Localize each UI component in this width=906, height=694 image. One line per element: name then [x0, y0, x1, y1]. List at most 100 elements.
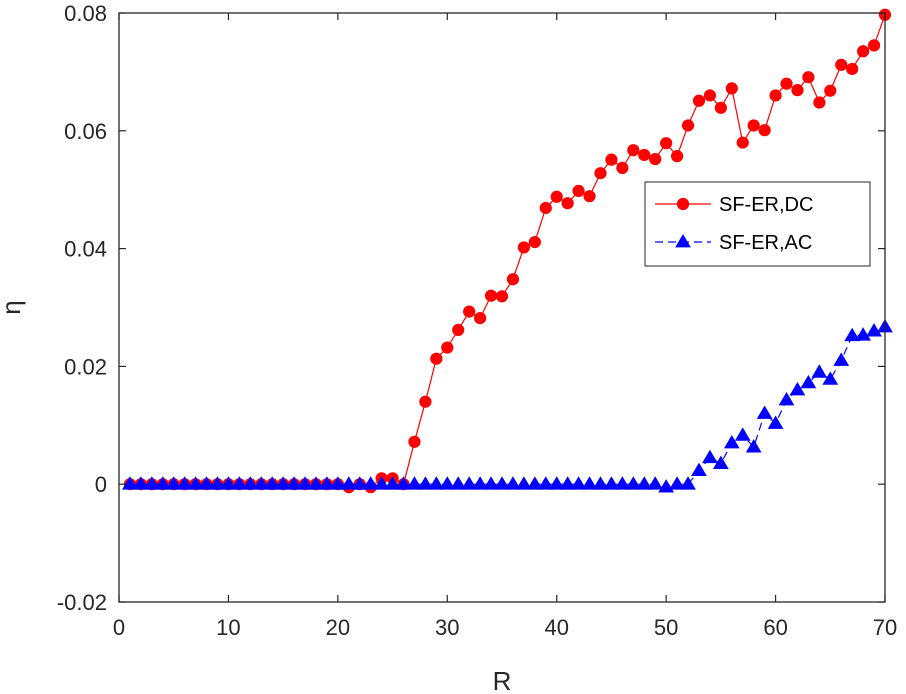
- data-point: [780, 77, 793, 90]
- data-point: [450, 476, 467, 490]
- data-point: [691, 462, 707, 477]
- data-point: [472, 476, 488, 490]
- legend-item: SF-ER,AC: [655, 232, 812, 254]
- y-axis-title: η: [0, 300, 26, 314]
- data-point: [526, 476, 543, 490]
- data-point: [681, 119, 695, 132]
- data-point: [463, 305, 476, 318]
- data-point: [636, 476, 653, 490]
- y-tick-label: 0: [95, 472, 107, 497]
- data-point: [176, 476, 193, 490]
- y-tick-label: 0.08: [64, 1, 107, 26]
- data-point: [627, 144, 640, 157]
- data-point: [594, 167, 607, 180]
- data-point: [614, 476, 631, 490]
- data-point: [725, 82, 738, 95]
- data-point: [658, 479, 675, 493]
- data-point: [209, 476, 226, 490]
- data-point: [143, 476, 160, 490]
- data-point: [625, 476, 642, 490]
- data-point: [351, 476, 368, 490]
- data-point: [506, 273, 520, 286]
- data-point: [692, 94, 706, 107]
- data-point: [483, 476, 499, 490]
- data-point: [373, 476, 390, 490]
- data-point: [441, 341, 454, 354]
- data-point: [867, 39, 881, 52]
- data-point: [822, 371, 839, 385]
- legend: SF-ER,DC SF-ER,AC: [644, 181, 871, 267]
- data-point: [660, 137, 673, 150]
- data-point: [319, 476, 335, 490]
- data-point: [384, 476, 401, 490]
- data-point: [747, 119, 760, 132]
- data-point: [494, 476, 510, 490]
- data-point: [813, 96, 826, 109]
- data-point: [419, 395, 432, 408]
- x-tick-label: 50: [654, 615, 678, 640]
- data-point: [537, 476, 554, 490]
- data-point: [789, 381, 806, 396]
- data-point: [649, 152, 662, 166]
- y-tick-label: 0.06: [64, 119, 107, 144]
- data-point: [428, 476, 445, 490]
- data-point: [417, 476, 434, 490]
- data-point: [703, 89, 717, 102]
- legend-marker: [676, 197, 690, 211]
- data-point: [198, 476, 215, 490]
- data-point: [264, 476, 281, 490]
- data-point: [495, 290, 509, 303]
- data-point: [505, 476, 521, 490]
- data-point: [395, 476, 412, 490]
- x-axis-title: R: [493, 666, 512, 694]
- data-point: [231, 476, 248, 490]
- data-point: [778, 391, 795, 406]
- data-point: [516, 476, 532, 490]
- data-point: [638, 148, 651, 162]
- data-point: [539, 201, 552, 215]
- data-point: [767, 415, 784, 429]
- data-point: [474, 312, 487, 325]
- data-point: [647, 476, 664, 490]
- data-point: [165, 476, 182, 490]
- data-point: [275, 476, 292, 490]
- data-point: [791, 84, 804, 97]
- data-point: [452, 323, 465, 336]
- data-point: [308, 476, 324, 490]
- data-point: [550, 190, 563, 203]
- data-point: [572, 184, 585, 197]
- data-point: [758, 124, 771, 137]
- data-point: [736, 136, 749, 149]
- axes-box: [118, 12, 886, 603]
- data-point: [430, 352, 443, 365]
- data-point: [154, 476, 171, 490]
- x-tick-label: 20: [326, 615, 350, 640]
- data-point: [680, 476, 696, 490]
- data-point: [583, 190, 596, 203]
- data-point: [561, 197, 574, 210]
- data-point: [329, 476, 346, 490]
- data-point: [220, 476, 237, 490]
- data-point: [616, 161, 629, 175]
- data-point: [484, 289, 498, 302]
- data-point: [835, 58, 848, 71]
- data-point: [855, 327, 871, 341]
- data-point: [734, 427, 751, 441]
- data-point: [669, 476, 685, 490]
- data-point: [712, 455, 729, 469]
- data-point: [857, 45, 870, 58]
- legend-marker: [675, 234, 691, 248]
- data-point: [187, 476, 204, 490]
- data-point: [811, 364, 828, 378]
- x-tick-label: 10: [216, 615, 240, 640]
- data-point: [866, 323, 882, 337]
- data-point: [769, 89, 782, 102]
- x-tick-label: 0: [113, 615, 125, 640]
- x-tick-label: 70: [873, 615, 897, 640]
- data-point: [581, 476, 598, 490]
- data-point: [824, 84, 837, 97]
- data-point: [253, 476, 270, 490]
- data-point: [800, 374, 817, 389]
